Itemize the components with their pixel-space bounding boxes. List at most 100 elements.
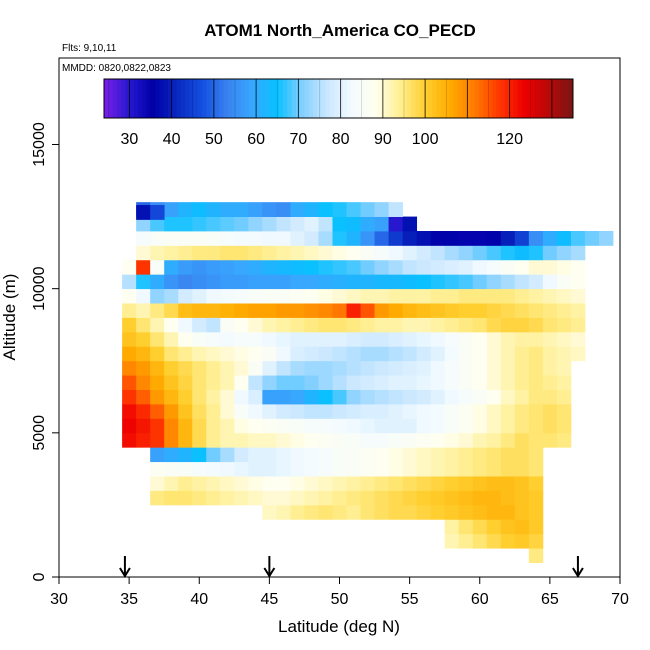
heatmap-cell <box>472 288 488 304</box>
heatmap-cell <box>430 447 446 463</box>
heatmap-cell <box>332 216 347 232</box>
heatmap-cell <box>178 202 193 217</box>
heatmap-cell <box>472 317 488 333</box>
heatmap-cell <box>416 447 432 463</box>
colorbar-segment <box>197 79 203 118</box>
heatmap-cell <box>248 404 263 419</box>
heatmap-cell <box>122 375 137 390</box>
heatmap-cell <box>192 418 207 434</box>
colorbar-tick-label: 120 <box>496 131 523 148</box>
colorbar-segment <box>457 79 463 118</box>
heatmap-cell <box>472 245 488 261</box>
heatmap-cell <box>150 216 165 232</box>
heatmap-cell <box>500 447 516 463</box>
heatmap-cell <box>206 375 221 390</box>
heatmap-cell <box>472 490 488 506</box>
heatmap-cell <box>458 231 474 246</box>
heatmap-cell <box>346 461 361 477</box>
heatmap-cell <box>402 389 418 405</box>
heatmap-cell <box>234 331 249 347</box>
heatmap-cell <box>304 202 319 217</box>
heatmap-cell <box>332 259 347 275</box>
heatmap-cell <box>458 476 474 491</box>
heatmap-cell <box>318 259 333 275</box>
heatmap-cell <box>332 418 347 434</box>
heatmap-cell <box>360 404 375 419</box>
x-axis-title: Latitude (deg N) <box>278 617 400 636</box>
heatmap-cell <box>360 476 375 491</box>
heatmap-cell <box>570 288 586 304</box>
heatmap-cell <box>192 490 207 506</box>
heatmap-cell <box>500 432 516 448</box>
heatmap-cell <box>192 360 207 376</box>
heatmap-cell <box>514 274 530 290</box>
colorbar-segment <box>236 79 241 118</box>
heatmap-cell <box>430 418 446 434</box>
heatmap-cell <box>514 346 530 362</box>
heatmap-cell <box>346 404 361 419</box>
heatmap-cell <box>248 202 263 217</box>
x-tick-label: 35 <box>120 591 138 608</box>
heatmap-cell <box>290 245 305 261</box>
colorbar-segment <box>368 79 374 118</box>
colorbar-segment <box>398 79 403 118</box>
heatmap-cell <box>206 331 221 347</box>
heatmap-cell <box>164 231 179 246</box>
heatmap-cell <box>528 447 544 463</box>
heatmap-cell <box>388 259 404 275</box>
heatmap-cell <box>486 418 502 434</box>
heatmap-cell <box>388 461 404 477</box>
heatmap-cell <box>500 259 516 275</box>
heatmap-cell <box>332 447 347 463</box>
heatmap-cell <box>276 404 291 419</box>
heatmap-cell <box>430 317 446 333</box>
colorbar-segment <box>517 79 523 118</box>
heatmap-cell <box>458 533 474 549</box>
heatmap-cell <box>528 548 544 563</box>
heatmap-cell <box>192 447 207 463</box>
heatmap-cell <box>332 303 347 318</box>
heatmap-cell <box>472 274 488 290</box>
heatmap-cell <box>262 418 277 434</box>
heatmap-cell <box>248 490 263 506</box>
heatmap-cell <box>360 216 375 232</box>
heatmap-cell <box>220 389 235 405</box>
heatmap-cell <box>332 461 347 477</box>
heatmap-cell <box>444 418 460 434</box>
heatmap-cell <box>346 375 361 390</box>
heatmap-cell <box>164 216 179 232</box>
heatmap-cell <box>150 288 165 304</box>
chart-title: ATOM1 North_America CO_PECD <box>204 21 475 40</box>
heatmap-cell <box>178 288 193 304</box>
heatmap-cell <box>416 274 432 290</box>
heatmap-cell <box>500 375 516 390</box>
heatmap-cell <box>388 346 404 362</box>
heatmap-cell <box>458 303 474 318</box>
heatmap-cell <box>290 504 305 520</box>
heatmap-cell <box>318 288 333 304</box>
heatmap-cell <box>178 375 193 390</box>
heatmap-cell <box>220 317 235 333</box>
colorbar-segment <box>551 79 557 118</box>
colorbar-tick-label: 80 <box>332 131 350 148</box>
heatmap-cell <box>416 288 432 304</box>
colorbar-segment <box>462 79 467 118</box>
heatmap-cell <box>332 231 347 246</box>
heatmap-cell <box>164 202 179 217</box>
colorbar-segment <box>334 79 339 118</box>
heatmap-cell <box>206 317 221 333</box>
heatmap-cell <box>150 259 165 275</box>
heatmap-cell <box>542 360 558 376</box>
colorbar-segment <box>202 79 207 118</box>
heatmap-cell <box>206 360 221 376</box>
heatmap-cell <box>486 447 502 463</box>
heatmap-cell <box>444 245 460 261</box>
heatmap-cell <box>234 360 249 376</box>
heatmap-cell <box>472 404 488 419</box>
heatmap-cell <box>234 231 249 246</box>
heatmap-cell <box>248 432 263 448</box>
heatmap-cell <box>570 331 586 347</box>
heatmap-cell <box>234 317 249 333</box>
colorbar-segment <box>176 79 182 118</box>
heatmap-cell <box>332 504 347 520</box>
